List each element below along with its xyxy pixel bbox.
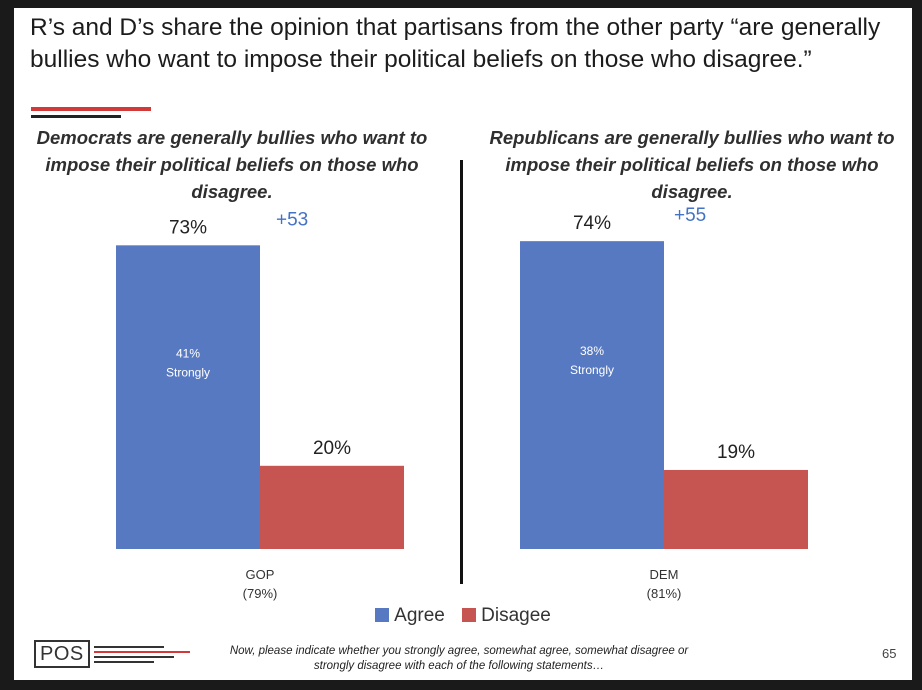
data-label-disagree-dem: 19% — [717, 442, 755, 463]
net-margin-gop: +53 — [276, 209, 308, 230]
bar-agree-dem — [520, 241, 664, 549]
strongly-text-dem: Strongly — [570, 363, 614, 377]
legend-item-agree: Agree — [375, 605, 445, 627]
bar-disagree-dem — [664, 469, 808, 549]
strongly-value-dem: 38% — [580, 344, 604, 358]
legend-swatch-disagree — [462, 608, 477, 622]
pos-logo: POS — [34, 640, 190, 668]
logo-text: POS — [34, 640, 90, 668]
strongly-value-gop: 41% — [176, 347, 200, 361]
data-label-agree-gop: 73% — [169, 217, 207, 238]
legend-label-agree: Agree — [394, 605, 445, 626]
question-footnote: Now, please indicate whether you strongl… — [229, 645, 689, 672]
left-panel-title: Democrats are generally bullies who want… — [36, 127, 428, 202]
panel-divider — [460, 160, 463, 584]
bar-chart: 73% 20% +53 41% Strongly GOP (79%) 74% 19% +55 38%… — [116, 205, 808, 601]
bar-disagree-gop — [260, 465, 404, 549]
legend-item-disagree: Disagee — [462, 605, 551, 627]
legend-swatch-agree — [375, 608, 390, 622]
data-label-disagree-gop: 20% — [313, 438, 351, 459]
title-accent-line — [31, 107, 151, 111]
strongly-text-gop: Strongly — [166, 366, 210, 380]
category-label-dem: DEM — [650, 567, 679, 582]
logo-lines-icon — [93, 642, 190, 666]
title-accent-line-dark — [31, 115, 121, 118]
bar-agree-gop — [116, 245, 260, 549]
legend: Agree Disagee — [14, 605, 912, 627]
page-number: 65 — [882, 646, 897, 661]
category-label-gop: GOP — [246, 567, 275, 582]
data-label-agree-dem: 74% — [573, 213, 611, 234]
net-margin-dem: +55 — [674, 205, 706, 226]
category-sub-gop: (79%) — [243, 586, 278, 601]
right-panel-title: Republicans are generally bullies who wa… — [489, 127, 895, 202]
slide: R’s and D’s share the opinion that parti… — [14, 8, 912, 680]
legend-label-disagree: Disagee — [481, 605, 551, 626]
slide-title: R’s and D’s share the opinion that parti… — [30, 14, 881, 73]
category-sub-dem: (81%) — [647, 586, 682, 601]
